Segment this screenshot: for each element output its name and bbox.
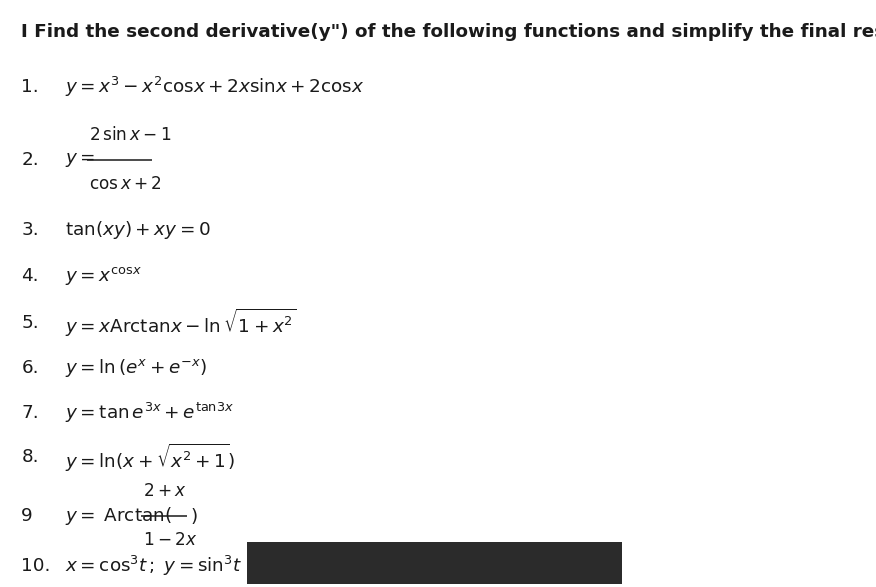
Text: 9: 9 bbox=[21, 507, 33, 525]
Text: $\mathrm{cos}\,x+2$: $\mathrm{cos}\,x+2$ bbox=[89, 175, 162, 193]
Text: 1.: 1. bbox=[21, 78, 39, 96]
Text: $)$: $)$ bbox=[190, 505, 197, 525]
Text: $y = x^3 - x^2\mathrm{cos}x + 2x\mathrm{sin}x + 2\mathrm{cos}x$: $y = x^3 - x^2\mathrm{cos}x + 2x\mathrm{… bbox=[65, 75, 364, 99]
Text: $x = \mathrm{cos}^3t\,;\; y = \mathrm{sin}^3t$: $x = \mathrm{cos}^3t\,;\; y = \mathrm{si… bbox=[65, 554, 242, 578]
Text: $y = x^{\mathrm{cos}x}$: $y = x^{\mathrm{cos}x}$ bbox=[65, 265, 142, 287]
Text: $y = \mathrm{tan}\,e^{3x} + e^{\mathrm{tan}3x}$: $y = \mathrm{tan}\,e^{3x} + e^{\mathrm{t… bbox=[65, 401, 234, 425]
Text: $y = x\mathrm{Arctan}x - \mathrm{ln}\,\sqrt{1+x^2}$: $y = x\mathrm{Arctan}x - \mathrm{ln}\,\s… bbox=[65, 306, 297, 339]
Text: $y = \;\mathrm{Arctan}($: $y = \;\mathrm{Arctan}($ bbox=[65, 505, 172, 527]
Text: $y = \mathrm{ln}(x + \sqrt{x^2+1})$: $y = \mathrm{ln}(x + \sqrt{x^2+1})$ bbox=[65, 441, 235, 474]
Text: $1-2x$: $1-2x$ bbox=[144, 531, 198, 549]
Text: 7.: 7. bbox=[21, 404, 39, 421]
Text: 5.: 5. bbox=[21, 313, 39, 332]
Text: 8.: 8. bbox=[21, 448, 39, 467]
FancyBboxPatch shape bbox=[247, 542, 625, 587]
Text: $y = \mathrm{ln}\,(e^x + e^{-x})$: $y = \mathrm{ln}\,(e^x + e^{-x})$ bbox=[65, 357, 207, 379]
Text: 6.: 6. bbox=[21, 359, 39, 377]
Text: $2+x$: $2+x$ bbox=[144, 482, 187, 500]
Text: $\mathrm{tan}(xy) + xy = 0$: $\mathrm{tan}(xy) + xy = 0$ bbox=[65, 218, 210, 241]
Text: 3.: 3. bbox=[21, 221, 39, 238]
Text: $2\,\mathrm{sin}\,x-1$: $2\,\mathrm{sin}\,x-1$ bbox=[89, 126, 172, 144]
Text: 10.: 10. bbox=[21, 556, 51, 575]
Text: I Find the second derivative(y") of the following functions and simplify the fin: I Find the second derivative(y") of the … bbox=[21, 23, 876, 41]
Text: $y = $: $y = $ bbox=[65, 151, 95, 169]
Text: 2.: 2. bbox=[21, 151, 39, 169]
Text: 4.: 4. bbox=[21, 267, 39, 285]
